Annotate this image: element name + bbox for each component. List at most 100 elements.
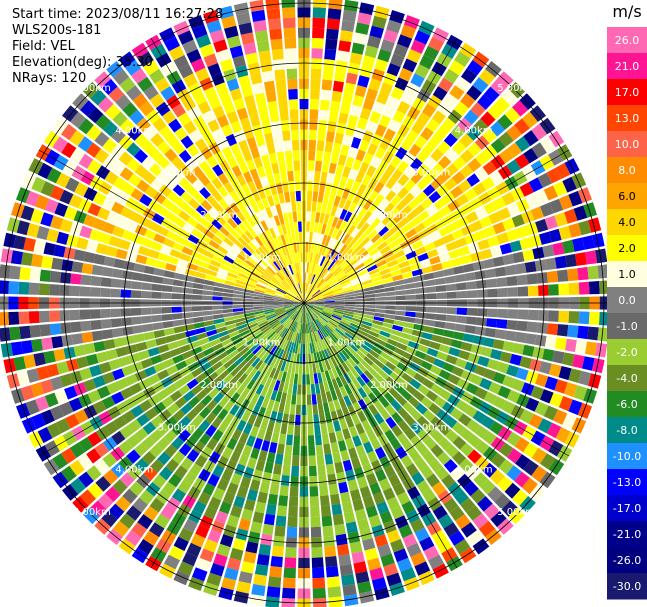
range-gate (263, 297, 274, 301)
range-gate (369, 111, 382, 124)
range-gate (250, 392, 260, 405)
range-gate (315, 319, 323, 329)
range-gate (377, 241, 388, 251)
range-gate (89, 287, 101, 297)
range-gate (410, 435, 423, 449)
range-gate (528, 177, 543, 193)
range-gate (228, 247, 240, 257)
range-gate (445, 354, 458, 365)
range-gate (188, 15, 205, 30)
range-gate (269, 319, 279, 326)
colorbar-swatch (607, 495, 647, 522)
range-gate (90, 89, 107, 106)
range-gate (13, 356, 26, 371)
range-gate (338, 112, 349, 125)
range-gate (126, 449, 141, 464)
range-gate (269, 264, 278, 274)
range-gate (253, 178, 263, 190)
range-gate (564, 431, 580, 448)
range-gate (218, 198, 230, 210)
range-gate (275, 336, 283, 347)
range-gate (326, 275, 335, 283)
range-gate (304, 303, 307, 313)
range-gate (267, 18, 282, 30)
range-gate (129, 109, 145, 125)
range-gate (284, 295, 295, 300)
range-gate (397, 100, 411, 115)
range-gate (177, 259, 189, 268)
range-gate (83, 378, 97, 392)
range-ring-label: 2.00km (370, 380, 408, 391)
range-gate (422, 216, 435, 228)
range-gate (202, 347, 215, 357)
range-gate (281, 328, 288, 338)
range-gate (567, 324, 579, 338)
range-gate (6, 373, 20, 389)
range-gate (264, 430, 273, 442)
range-gate (306, 312, 311, 323)
range-gate (222, 221, 234, 233)
range-gate (357, 233, 367, 244)
range-gate (43, 242, 56, 256)
range-gate (31, 253, 43, 268)
range-gate (319, 181, 326, 193)
range-gate (203, 53, 218, 67)
range-gate (29, 268, 41, 282)
range-gate (490, 511, 507, 528)
range-gate (263, 300, 274, 303)
range-gate (101, 78, 118, 95)
range-gate (300, 343, 303, 354)
colorbar-swatch (607, 53, 647, 80)
range-gate (438, 437, 452, 451)
range-gate (203, 279, 215, 286)
range-gate (386, 96, 400, 110)
range-gate (562, 176, 577, 193)
range-gate (271, 48, 284, 61)
range-gate (422, 409, 436, 422)
range-gate (552, 242, 565, 256)
range-gate (402, 58, 418, 73)
range-gate (244, 498, 256, 512)
range-gate (162, 481, 177, 496)
range-gate (253, 156, 263, 169)
range-gate (417, 252, 429, 262)
range-gate (306, 283, 310, 294)
range-gate (183, 390, 195, 402)
range-gate (507, 142, 522, 158)
range-gate (294, 303, 304, 307)
range-gate (356, 349, 366, 359)
range-gate (316, 454, 325, 466)
range-gate (70, 321, 82, 333)
range-gate (294, 425, 301, 436)
range-gate (292, 445, 300, 456)
range-gate (314, 301, 325, 303)
range-gate (348, 254, 359, 264)
range-gate (304, 303, 306, 314)
range-gate (281, 371, 287, 383)
range-gate (192, 288, 203, 295)
range-gate (100, 277, 112, 287)
range-gate (178, 64, 194, 79)
range-gate (466, 85, 482, 101)
range-gate (386, 572, 402, 587)
range-gate (28, 311, 40, 324)
range-gate (425, 286, 437, 293)
range-gate (305, 231, 310, 242)
range-gate (284, 305, 295, 309)
range-gate (6, 217, 20, 233)
range-gate (474, 206, 488, 219)
range-gate (416, 112, 431, 126)
range-gate (435, 314, 447, 321)
range-gate (378, 369, 389, 380)
range-gate (191, 294, 203, 300)
range-gate (374, 288, 385, 294)
range-gate (344, 304, 355, 307)
range-gate (397, 173, 410, 187)
range-gate (591, 358, 605, 374)
range-gate (443, 522, 459, 538)
range-gate (405, 288, 416, 295)
range-gate (239, 329, 251, 337)
range-gate (293, 221, 299, 233)
range-gate (243, 335, 254, 344)
range-gate (312, 308, 322, 315)
